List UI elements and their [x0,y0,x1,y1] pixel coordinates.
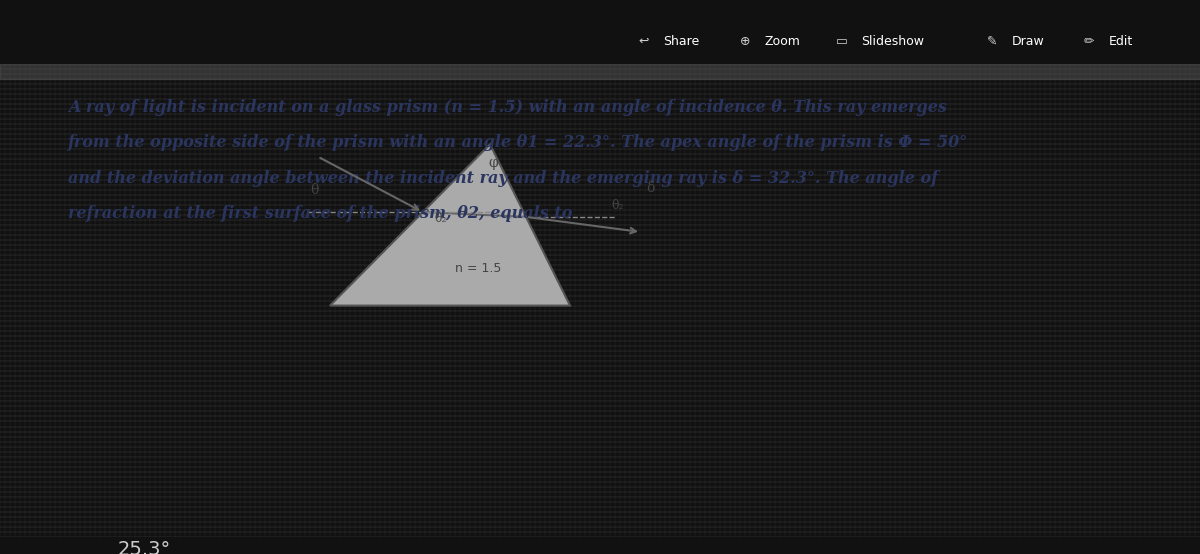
Text: θ₂: θ₂ [434,212,448,225]
Polygon shape [330,145,570,306]
Text: θ₂: θ₂ [611,199,624,212]
Text: ⊕: ⊕ [739,35,750,48]
Text: Edit: Edit [1109,35,1133,48]
Text: Share: Share [664,35,700,48]
Text: ✏: ✏ [1084,35,1094,48]
Text: refraction at the first surface of the prism, θ2, equals to: refraction at the first surface of the p… [68,205,572,222]
Text: φ: φ [488,156,498,170]
Text: from the opposite side of the prism with an angle θ1 = 22.3°. The apex angle of : from the opposite side of the prism with… [68,134,968,151]
Text: Zoom: Zoom [764,35,800,48]
Text: n = 1.5: n = 1.5 [455,262,502,275]
Text: Draw: Draw [1012,35,1044,48]
Text: Slideshow: Slideshow [862,35,924,48]
Text: ✎: ✎ [986,35,997,48]
Text: θ: θ [310,183,318,197]
Text: and the deviation angle between the incident ray and the emerging ray is δ = 32.: and the deviation angle between the inci… [68,170,938,187]
Text: 25.3°: 25.3° [118,540,170,554]
Text: ↩: ↩ [638,35,649,48]
Text: A ray of light is incident on a glass prism (n = 1.5) with an angle of incidence: A ray of light is incident on a glass pr… [68,99,947,116]
Text: ▭: ▭ [835,35,847,48]
Text: δ: δ [646,181,654,194]
